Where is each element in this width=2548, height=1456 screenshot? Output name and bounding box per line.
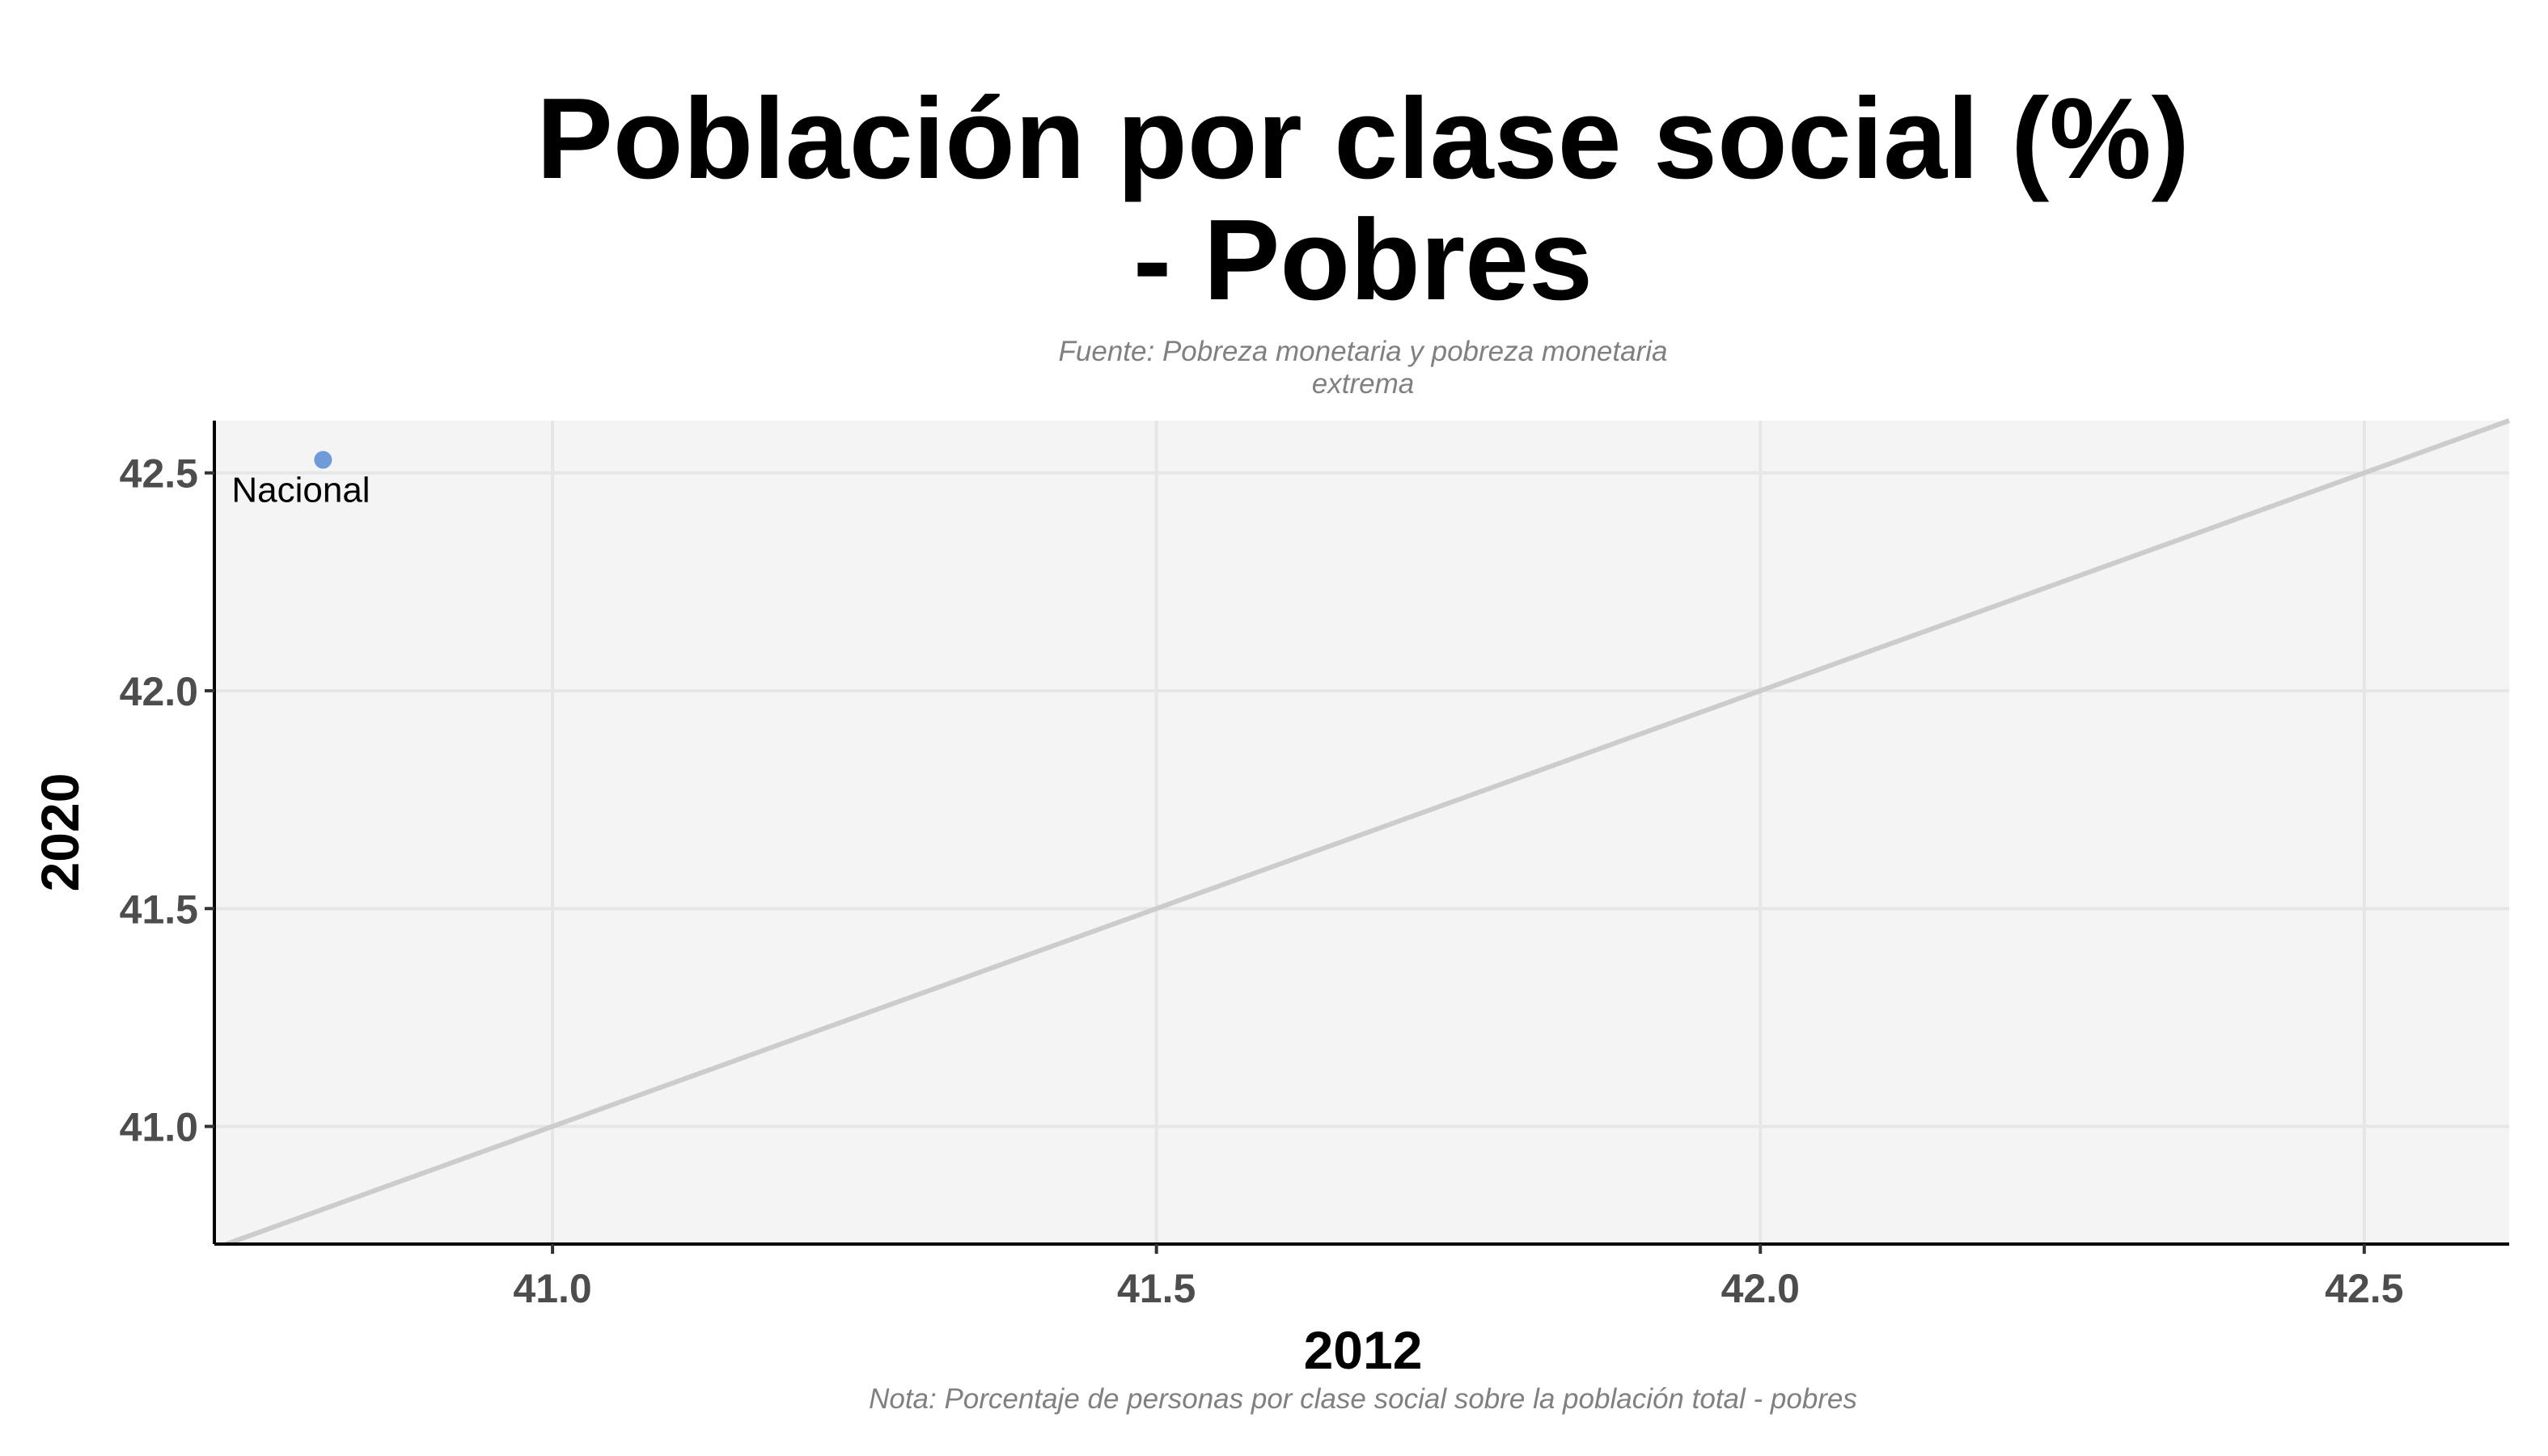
y-tick-label: 41.5 [120,887,198,932]
x-axis-ticks: 41.0 41.5 42.0 42.5 [513,1244,2403,1311]
chart-caption: Nota: Porcentaje de personas por clase s… [869,1383,1857,1415]
y-axis-title: 2020 [30,773,90,892]
chart-subtitle-line-1: Fuente: Pobreza monetaria y pobreza mone… [1059,336,1668,367]
point-label: Nacional [231,470,370,510]
chart-subtitle-line-2: extrema [1312,368,1414,400]
x-tick-label: 42.0 [1721,1266,1800,1311]
y-tick-label: 42.0 [120,669,198,714]
x-tick-label: 41.0 [513,1266,591,1311]
data-points: Nacional [231,451,370,510]
y-tick-label: 41.0 [120,1105,198,1150]
x-axis-title: 2012 [1304,1320,1423,1380]
chart-title-line-2: - Pobres [1133,196,1593,324]
x-tick-label: 42.5 [2325,1266,2403,1311]
y-tick-label: 42.5 [120,451,198,497]
reference-line [225,418,2511,1246]
reference-line-group [225,418,2511,1246]
x-tick-label: 41.5 [1117,1266,1196,1311]
data-point [314,451,332,469]
chart-title-line-1: Población por clase social (%) [536,74,2190,203]
y-axis-ticks: 41.0 41.5 42.0 42.5 [120,451,214,1150]
grid-lines [214,421,2509,1244]
